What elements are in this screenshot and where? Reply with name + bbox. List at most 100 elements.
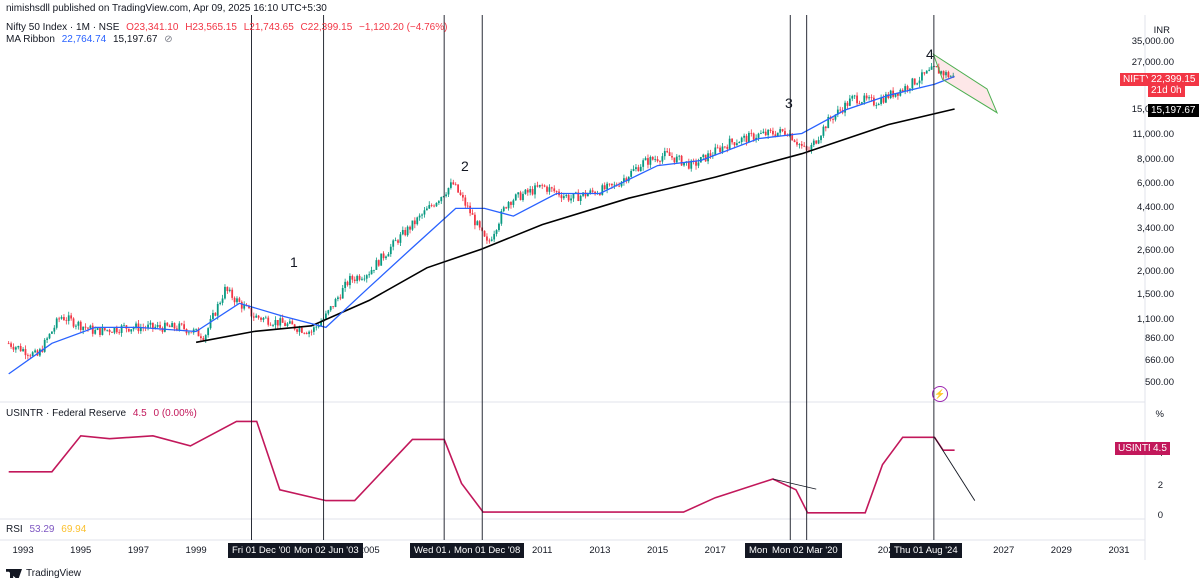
candle-body	[709, 153, 712, 156]
candle-body	[433, 205, 435, 207]
candle-body	[529, 189, 532, 193]
candle-body	[272, 325, 274, 326]
candle-body	[538, 184, 541, 187]
tradingview-wordmark: TradingView	[26, 568, 82, 579]
usintr-name: USINTR · Federal Reserve	[6, 408, 127, 419]
time-axis-tick: 2027	[993, 545, 1015, 556]
candle-body	[269, 324, 272, 326]
candle-body	[46, 338, 49, 340]
eye-icon[interactable]: ⊘	[164, 34, 173, 45]
time-axis-marker: Mon 02 Mar '20	[768, 543, 842, 558]
annotation-2[interactable]: 2	[461, 158, 469, 174]
candle-body	[690, 160, 693, 169]
candle-body	[435, 202, 438, 207]
lightning-icon[interactable]: ⚡	[932, 386, 948, 402]
candle-body	[202, 338, 205, 340]
usintr-unit[interactable]: %	[1155, 409, 1164, 420]
candle-body	[731, 138, 733, 143]
candle-body	[22, 349, 24, 352]
candle-body	[267, 317, 270, 325]
candle-body	[723, 146, 726, 148]
candle-body	[7, 343, 10, 345]
tradingview-footer[interactable]: TradingView	[6, 568, 81, 579]
symbol-legend[interactable]: Nifty 50 Index · 1M · NSE O23,341.10 H23…	[6, 22, 451, 34]
candle-body	[750, 132, 753, 134]
candle-body	[498, 223, 500, 231]
candle-body	[264, 317, 267, 319]
candle-body	[375, 260, 378, 270]
ma-ribbon-legend[interactable]: MA Ribbon 22,764.74 15,197.67 ⊘	[6, 34, 177, 46]
candle-body	[834, 114, 837, 120]
candle-body	[17, 346, 20, 348]
candle-body	[488, 240, 491, 242]
candle-body	[341, 288, 344, 299]
candle-body	[154, 326, 157, 328]
candle-body	[721, 146, 724, 152]
candle-body	[735, 143, 738, 146]
candle-body	[84, 326, 87, 328]
price-scale-tick: 6,000.00	[1137, 177, 1174, 189]
candle-body	[817, 140, 820, 144]
candle-body	[820, 135, 822, 141]
candle-body	[940, 71, 943, 74]
candle-body	[103, 327, 106, 331]
candle-body	[243, 304, 246, 309]
candle-body	[19, 346, 22, 352]
candle-body	[190, 332, 193, 334]
candle-body	[671, 155, 673, 158]
candle-body	[666, 151, 669, 153]
candle-body	[346, 281, 349, 286]
candle-body	[464, 197, 467, 206]
candle-body	[584, 192, 587, 197]
candle-body	[935, 66, 938, 68]
price-tag: 22,399.15	[1148, 73, 1199, 86]
candle-body	[923, 72, 926, 74]
rsi-legend[interactable]: RSI 53.29 69.94	[6, 524, 90, 536]
candle-body	[591, 190, 594, 192]
usintr-legend[interactable]: USINTR · Federal Reserve 4.5 0 (0.00%)	[6, 408, 201, 420]
candle-body	[495, 230, 498, 234]
candle-body	[135, 323, 137, 328]
candle-body	[452, 182, 455, 185]
candle-body	[334, 299, 337, 308]
candle-body	[399, 234, 402, 243]
candle-body	[276, 319, 279, 326]
candle-body	[447, 187, 450, 195]
candle-body	[630, 170, 633, 177]
candle-body	[428, 205, 431, 209]
time-axis-marker: Mon	[745, 543, 772, 558]
time-axis-tick: 2015	[647, 545, 669, 556]
candle-body	[139, 327, 142, 332]
candle-body	[726, 146, 729, 149]
candle-body	[274, 319, 277, 326]
annotation-4[interactable]: 4	[926, 46, 934, 62]
candle-body	[625, 178, 628, 182]
candle-body	[214, 312, 217, 316]
candle-body	[947, 72, 950, 77]
candle-body	[457, 184, 459, 193]
currency-label[interactable]: INR	[1153, 25, 1170, 36]
candle-body	[440, 196, 443, 202]
candle-body	[748, 132, 750, 142]
time-axis-marker: Thu 01 Aug '24	[890, 543, 962, 558]
annotation-3[interactable]: 3	[785, 95, 793, 111]
candle-body	[151, 322, 154, 328]
annotation-1[interactable]: 1	[290, 254, 298, 270]
candle-body	[96, 328, 99, 330]
candle-body	[844, 102, 846, 113]
candle-body	[779, 129, 782, 133]
candle-body	[476, 221, 479, 226]
candle-body	[697, 162, 700, 166]
candle-body	[445, 194, 447, 197]
candle-body	[949, 76, 952, 78]
candle-body	[99, 328, 101, 335]
candle-body	[702, 154, 705, 158]
candle-body	[913, 78, 916, 85]
candle-body	[317, 326, 320, 328]
candle-body	[534, 185, 536, 195]
candle-body	[714, 147, 717, 156]
candle-body	[822, 126, 825, 136]
candle-body	[548, 187, 551, 192]
ohlc-open: O23,341.10	[126, 22, 179, 33]
